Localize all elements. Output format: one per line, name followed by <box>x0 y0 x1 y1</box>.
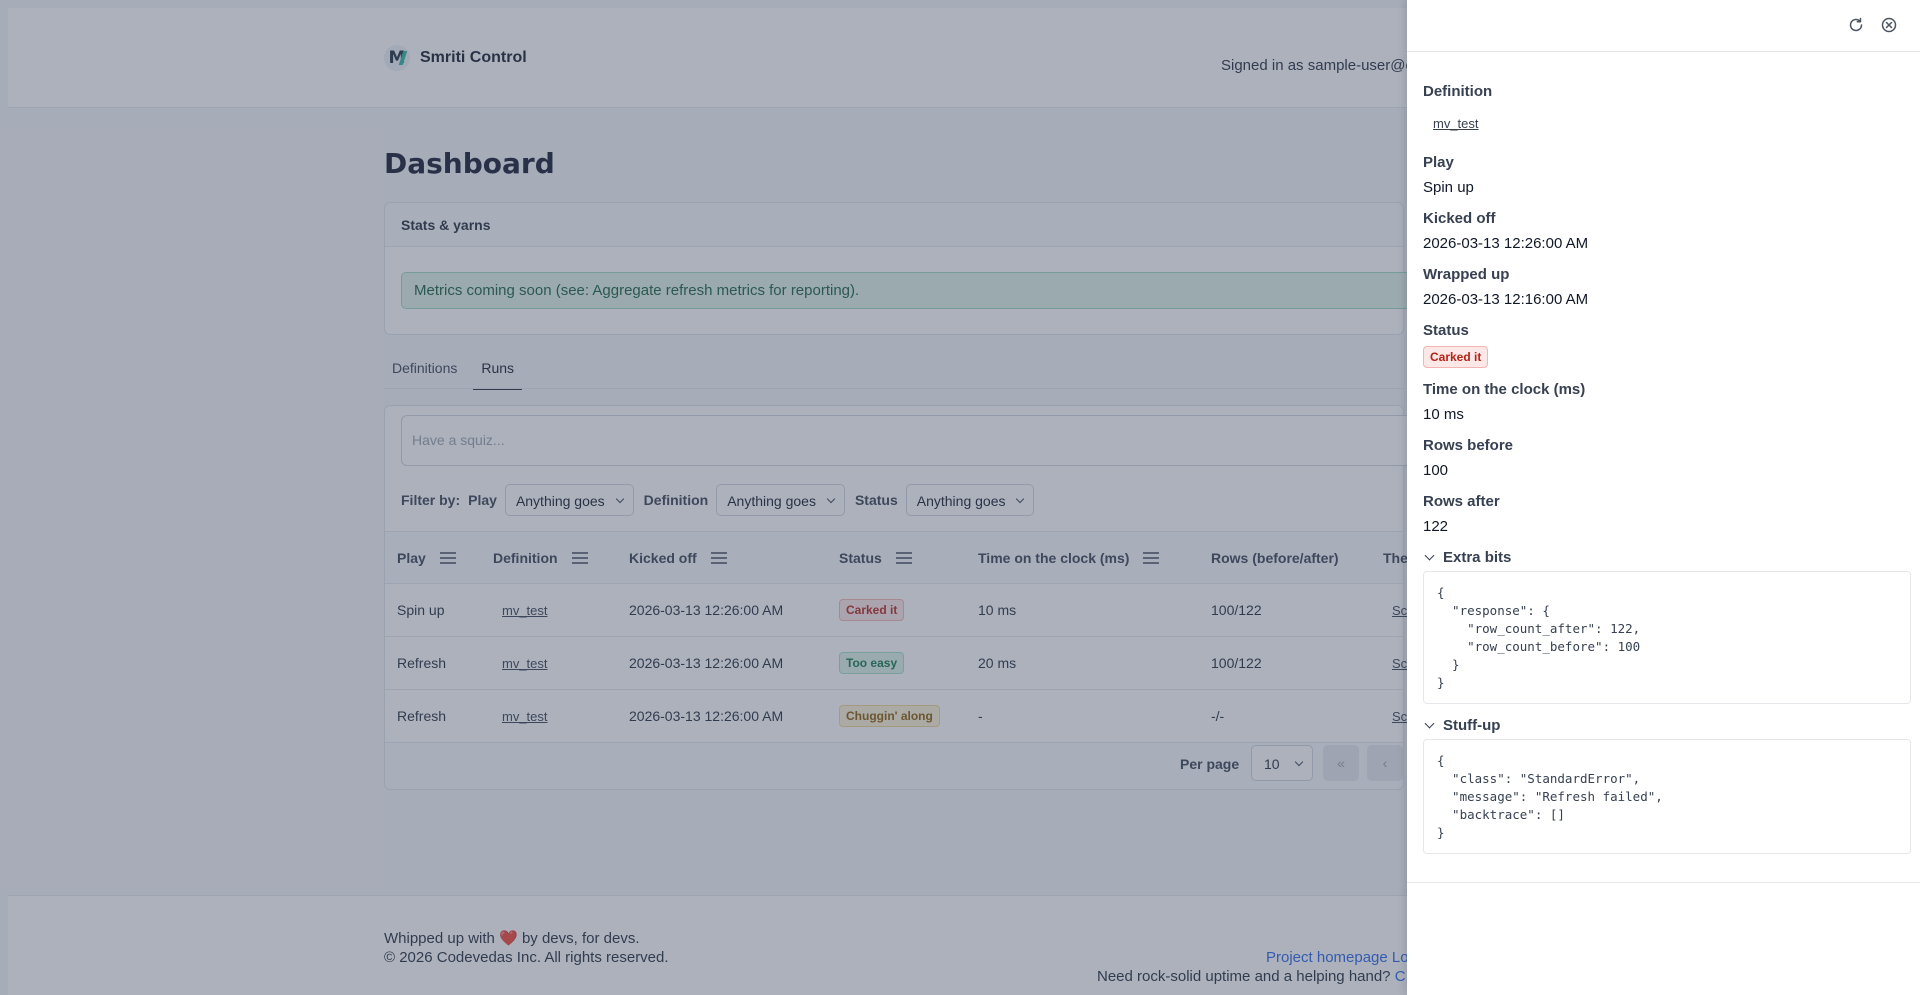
time-value: 10 ms <box>1423 406 1464 423</box>
brand[interactable]: M Smriti Control <box>384 45 527 71</box>
project-homepage-link[interactable]: Project homepage Lo <box>1266 949 1409 966</box>
cell-kicked-off: 2026-03-13 12:26:00 AM <box>629 602 784 618</box>
footer-tagline: Whipped up with ❤️ by devs, for devs. <box>384 930 640 947</box>
first-page-button[interactable]: « <box>1323 745 1359 781</box>
rows-after-label: Rows after <box>1423 493 1500 510</box>
table-row[interactable]: Refresh mv_test 2026-03-13 12:26:00 AM T… <box>385 637 1407 690</box>
filter-by-label: Filter by: <box>401 492 461 508</box>
definition-link[interactable]: mv_test <box>1433 116 1479 131</box>
play-label: Play <box>1423 154 1454 171</box>
status-badge: Too easy <box>839 652 905 674</box>
cell-kicked-off: 2026-03-13 12:26:00 AM <box>629 655 784 671</box>
cell-time: 20 ms <box>978 655 1017 671</box>
table-row[interactable]: Spin up mv_test 2026-03-13 12:26:00 AM C… <box>385 584 1407 637</box>
time-label: Time on the clock (ms) <box>1423 381 1586 398</box>
filter-play-select[interactable]: Anything goes <box>504 484 634 516</box>
per-page-label: Per page <box>1180 756 1240 772</box>
drawer-divider <box>1407 882 1920 883</box>
status-badge: Carked it <box>1423 346 1489 368</box>
table-header: Play Definition Kicked off Status Time o… <box>385 531 1408 584</box>
column-header-extra[interactable]: The <box>1383 550 1408 566</box>
heart-icon: ❤️ <box>499 930 518 947</box>
column-menu-icon[interactable] <box>1143 552 1160 564</box>
metrics-alert: Metrics coming soon (see: Aggregate refr… <box>401 272 1411 309</box>
stats-card: Stats & yarns Metrics coming soon (see: … <box>384 202 1411 335</box>
cell-time: - <box>978 708 983 724</box>
footer-uptime: Need rock-solid uptime and a helping han… <box>1097 968 1406 985</box>
cell-time: 10 ms <box>978 602 1017 618</box>
kicked-off-value: 2026-03-13 12:26:00 AM <box>1423 235 1589 252</box>
wrapped-up-value: 2026-03-13 12:16:00 AM <box>1423 291 1589 308</box>
column-menu-icon[interactable] <box>571 552 588 564</box>
chevron-down-icon <box>1424 718 1435 729</box>
run-details-drawer: Definition mv_test Play Spin up Kicked o… <box>1407 0 1920 995</box>
column-header-definition[interactable]: Definition <box>493 550 588 566</box>
cell-kicked-off: 2026-03-13 12:26:00 AM <box>629 708 784 724</box>
extra-bits-code: { "response": { "row_count_after": 122, … <box>1423 571 1911 704</box>
status-label: Status <box>1423 322 1469 339</box>
tabs: Definitions Runs <box>384 356 530 390</box>
cell-extra-link[interactable]: Sc <box>1392 709 1408 724</box>
page-title: Dashboard <box>384 147 555 180</box>
cell-definition-link[interactable]: mv_test <box>502 656 548 671</box>
tab-definitions[interactable]: Definitions <box>392 360 458 376</box>
cell-definition-link[interactable]: mv_test <box>502 709 548 724</box>
brand-name: Smriti Control <box>420 49 527 66</box>
cell-rows: 100/122 <box>1211 602 1262 618</box>
play-value: Spin up <box>1423 179 1474 196</box>
rows-after-value: 122 <box>1423 518 1449 535</box>
column-header-kicked-off[interactable]: Kicked off <box>629 550 727 566</box>
cell-definition-link[interactable]: mv_test <box>502 603 548 618</box>
tab-runs[interactable]: Runs <box>473 356 523 390</box>
per-page-select[interactable]: 10 <box>1251 745 1313 781</box>
filter-status-select[interactable]: Anything goes <box>905 484 1035 516</box>
filter-definition-select[interactable]: Anything goes <box>716 484 845 516</box>
refresh-icon[interactable] <box>1847 16 1865 34</box>
runs-table-card: Have a squiz... Filter by: Play Anything… <box>384 405 1411 790</box>
cell-extra-link[interactable]: Sc <box>1392 603 1408 618</box>
column-header-status[interactable]: Status <box>839 550 912 566</box>
drawer-header <box>1407 0 1920 52</box>
tabs-divider <box>384 388 1404 389</box>
column-header-play[interactable]: Play <box>397 550 456 566</box>
stuff-up-toggle[interactable]: Stuff-up <box>1423 717 1500 734</box>
column-header-time[interactable]: Time on the clock (ms) <box>978 550 1160 566</box>
filter-play-label: Play <box>468 492 497 508</box>
brand-logo-icon: M <box>384 45 410 71</box>
column-menu-icon[interactable] <box>710 552 727 564</box>
footer-copyright: © 2026 Codevedas Inc. All rights reserve… <box>384 949 669 966</box>
filter-definition-label: Definition <box>643 492 709 508</box>
column-menu-icon[interactable] <box>439 552 456 564</box>
column-header-rows[interactable]: Rows (before/after) <box>1211 550 1339 566</box>
rows-before-label: Rows before <box>1423 437 1514 454</box>
status-badge: Carked it <box>839 599 905 621</box>
filter-row: Filter by: Play Anything goes Definition… <box>401 484 1044 516</box>
signed-in-text: Signed in as sample-user@e <box>1221 57 1414 74</box>
table-row[interactable]: Refresh mv_test 2026-03-13 12:26:00 AM C… <box>385 690 1407 743</box>
table-pagination <box>385 743 1403 789</box>
uptime-contact-link[interactable]: C <box>1394 968 1406 985</box>
rows-before-value: 100 <box>1423 462 1449 479</box>
cell-rows: -/- <box>1211 708 1225 724</box>
definition-label: Definition <box>1423 83 1493 100</box>
wrapped-up-label: Wrapped up <box>1423 266 1510 283</box>
kicked-off-label: Kicked off <box>1423 210 1496 227</box>
filter-status-label: Status <box>854 492 898 508</box>
stuff-up-code: { "class": "StandardError", "message": "… <box>1423 739 1911 854</box>
chevron-down-icon <box>1424 550 1435 561</box>
search-input[interactable]: Have a squiz... <box>401 415 1411 466</box>
cell-play: Spin up <box>397 602 445 618</box>
extra-bits-toggle[interactable]: Extra bits <box>1423 549 1511 566</box>
close-icon[interactable] <box>1880 16 1898 34</box>
cell-play: Refresh <box>397 708 447 724</box>
cell-rows: 100/122 <box>1211 655 1262 671</box>
column-menu-icon[interactable] <box>895 552 912 564</box>
stats-card-title: Stats & yarns <box>385 203 1403 247</box>
status-badge: Chuggin' along <box>839 705 940 727</box>
cell-extra-link[interactable]: Sc <box>1392 656 1408 671</box>
previous-page-button[interactable]: ‹ <box>1367 745 1403 781</box>
cell-play: Refresh <box>397 655 447 671</box>
